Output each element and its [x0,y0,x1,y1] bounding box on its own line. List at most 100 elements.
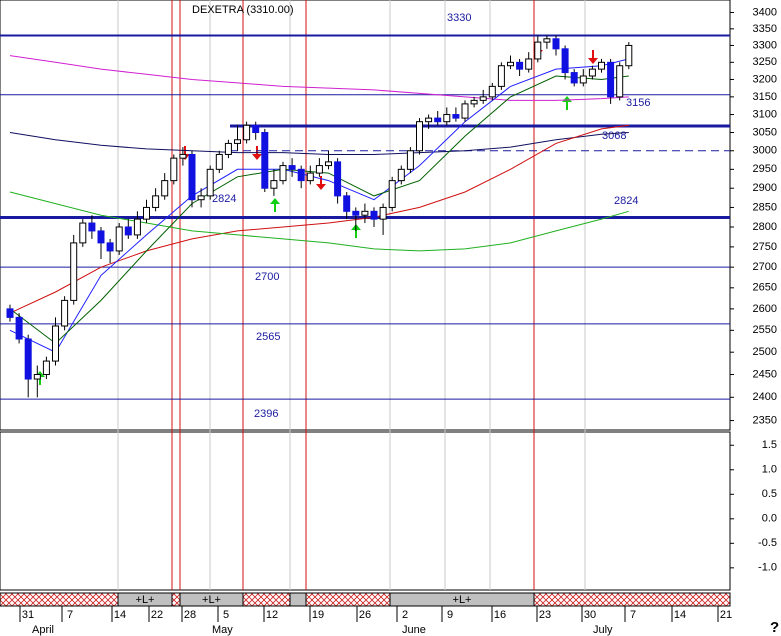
candle-body [325,161,332,167]
y-tick-label: 3250 [753,56,777,68]
candle-body [516,61,524,70]
candle-body [534,41,542,60]
moving-average [9,58,629,353]
candle [170,154,178,185]
level-label: 2824 [614,195,638,207]
candle [616,62,624,101]
x-tick-label: 12 [266,609,278,621]
month-label: May [212,624,233,636]
candle-body [397,168,405,182]
candle-body [379,206,387,220]
x-tick-label: 19 [312,609,324,621]
candle [152,188,160,212]
candle [234,125,241,151]
candle-body [488,85,496,98]
candle-body [61,299,69,327]
y-tick-label: 3300 [753,39,777,51]
y-tick-label: 3350 [753,23,777,35]
candle [297,165,305,189]
candle [70,234,78,305]
band-block [289,592,307,607]
candle-body [579,75,587,84]
x-tick-label: 28 [184,609,196,621]
candle [525,52,533,73]
x-tick-label: 5 [223,609,229,621]
candle [598,58,605,73]
y-tick-label: 3200 [753,73,777,85]
candle-body [598,61,605,70]
candle-body [361,210,369,216]
y-tick-label: 3400 [753,6,777,18]
level-label: 2700 [255,271,279,283]
candle [188,150,196,208]
candle-body [497,65,505,87]
candle-body [261,132,269,189]
candle [106,238,114,264]
candle [206,165,214,200]
candle-body [625,44,633,67]
candle [279,161,287,185]
candle-body [243,124,251,141]
candle-body [406,150,414,170]
level-label: 2824 [212,193,236,205]
candle-body [416,121,423,152]
candle [416,118,423,155]
candle [270,169,278,196]
candle [261,128,269,193]
candle-body [97,230,105,244]
candle [488,82,496,101]
candle-body [552,38,560,50]
candle-body [33,374,41,380]
band-label: +L+ [202,594,221,606]
y-tick-label: 2400 [753,391,777,403]
candle [306,165,314,185]
candle [343,192,351,220]
candle-body [306,172,314,182]
candle [325,150,332,170]
candle-body [570,72,578,84]
candle-body [315,165,323,174]
candle-body [124,226,132,236]
candle-body [88,222,96,232]
candle-body [79,222,87,244]
candle-body [607,61,615,98]
candle-body [388,180,396,208]
level-label: 2565 [256,331,280,343]
y-tick-label: 3100 [753,108,777,120]
candle-body [6,308,14,318]
y-tick-label: 3150 [753,91,777,103]
level-label: 3068 [602,130,626,142]
candle-body [252,124,260,134]
chart-title: DEXETRA (3310.00) [192,4,294,16]
x-tick-label: 31 [22,609,34,621]
month-label: April [32,624,54,636]
band-strip [0,592,731,607]
candle [334,158,342,204]
candle [507,55,514,70]
candle-body [479,96,487,101]
candle [516,58,524,77]
candle [224,139,232,159]
candle-body [507,61,514,67]
candle-body [561,48,569,74]
candle [543,35,551,49]
candle-body [443,114,451,123]
x-tick-label: 22 [151,609,163,621]
candle-body [470,99,478,105]
candle [215,150,223,174]
y-tick-label: 2600 [753,303,777,315]
candle [452,107,460,122]
y-tick-label: 2900 [753,182,777,194]
candle-body [452,114,460,119]
candle-body [224,142,232,155]
candle-body [24,338,32,380]
moving-average [9,55,629,101]
candle-body [206,168,214,197]
help-icon[interactable]: ? [770,619,779,636]
candle [434,110,442,126]
x-tick-label: 23 [539,609,551,621]
candle [97,226,105,260]
candle-body [279,165,287,182]
candle [579,69,587,87]
candle [534,35,542,63]
